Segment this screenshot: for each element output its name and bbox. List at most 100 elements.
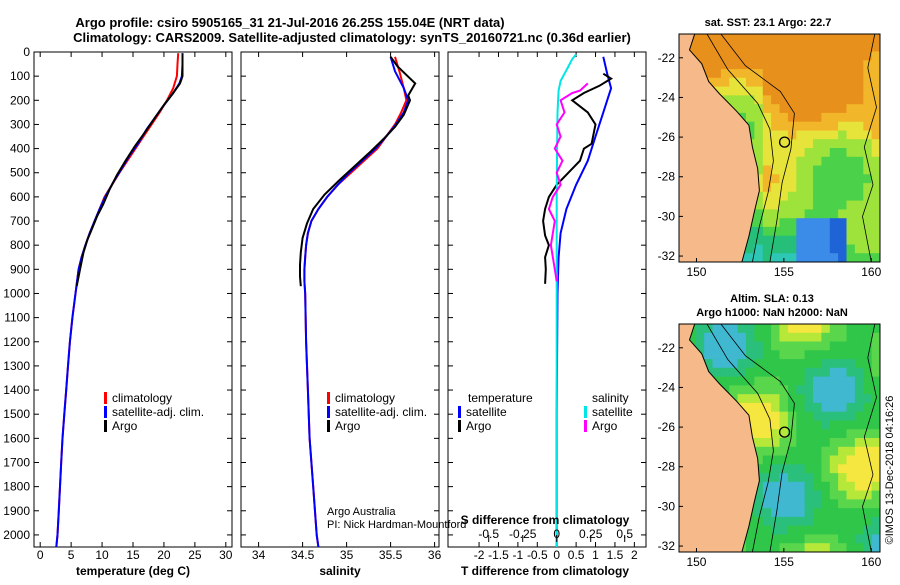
map-cell (779, 446, 789, 457)
map-cell (771, 438, 781, 448)
map-cell (787, 253, 797, 262)
map-cell (762, 86, 772, 96)
map-cell (846, 191, 856, 202)
map-cell (829, 51, 839, 61)
map-y-tick-label: -22 (658, 341, 676, 355)
map-cell (720, 69, 730, 79)
map-cell (796, 156, 806, 167)
legend-label-climatology: climatology (335, 391, 395, 405)
map-cell (729, 367, 739, 378)
map-cell (712, 332, 722, 343)
map-cell (854, 394, 864, 404)
map-cell (804, 86, 814, 96)
map-cell (762, 411, 772, 422)
map-cell (796, 394, 806, 404)
salinity-chart: 34 34.5 35 35.5 36 (241, 51, 442, 562)
map-cell (787, 394, 797, 404)
map-cell (804, 525, 814, 536)
y-tick-label: 1500 (3, 407, 30, 421)
map-cell (779, 69, 789, 79)
map-cell (871, 121, 880, 132)
map-cell (754, 438, 764, 448)
map-cell (813, 191, 822, 202)
map-cell (863, 34, 873, 44)
map-cell (796, 367, 806, 378)
map-cell (737, 77, 747, 88)
map-cell (704, 324, 714, 334)
map-cell (838, 218, 848, 228)
map-cell (829, 455, 839, 465)
map-cell (821, 376, 831, 386)
map-cell (846, 324, 856, 334)
map-cell (854, 332, 864, 343)
map-cell (863, 411, 873, 422)
map-cell (821, 95, 831, 105)
map-cell (829, 499, 839, 509)
map-cell (821, 209, 831, 219)
map-cell (704, 69, 714, 79)
map-cell (771, 350, 781, 360)
map-cell (746, 332, 755, 343)
map-cell (720, 341, 730, 351)
map-cell (863, 42, 873, 53)
map-cell (846, 350, 856, 360)
map-cell (771, 402, 781, 413)
legend-swatch-climatology (327, 392, 330, 404)
map-cell (762, 350, 772, 360)
map-cell (737, 42, 747, 53)
map-cell (796, 235, 806, 246)
map-cell (863, 69, 873, 79)
legend-label-climatology: climatology (112, 391, 172, 405)
bathymetry-contour (862, 34, 877, 262)
map-canvas (679, 324, 880, 552)
map-cell (712, 77, 722, 88)
map-cell (796, 200, 806, 210)
map-cell (779, 253, 789, 262)
map-cell (821, 165, 831, 175)
map-cell (787, 139, 797, 149)
map-cell (838, 95, 848, 105)
map-cell (821, 69, 831, 79)
map-cell (871, 341, 880, 351)
map-cell (779, 420, 789, 430)
map-cell (704, 341, 714, 351)
map-cell (754, 121, 764, 132)
bathymetry-contour (706, 34, 774, 262)
map-cell (729, 86, 739, 96)
map-cell (854, 324, 864, 334)
map-cell (796, 69, 806, 79)
map-cell (787, 226, 797, 237)
map-cell (771, 534, 781, 544)
figure-title-line2: Climatology: CARS2009. Satellite-adjuste… (73, 30, 631, 45)
x-tick-label: -0.5 (527, 548, 548, 562)
map-cell (871, 324, 880, 334)
map-cell (863, 464, 873, 474)
map-cell (846, 499, 856, 509)
map-cell (779, 148, 789, 158)
map-cell (804, 191, 814, 202)
x-tick-label: 0 (553, 548, 560, 562)
map-cell (720, 367, 730, 378)
map-cell (863, 525, 873, 536)
map-cell (754, 86, 764, 96)
map-cell (838, 148, 848, 158)
map-cell (729, 385, 739, 395)
legend-label-s-satellite: satellite (592, 405, 633, 419)
map-cell (787, 543, 797, 552)
map-cell (737, 51, 747, 61)
map-cell (871, 69, 880, 79)
map-cell (821, 112, 831, 123)
map-cell (746, 60, 755, 70)
map-cell (804, 60, 814, 70)
map-cell (787, 473, 797, 483)
map-cell (771, 464, 781, 474)
map-cell (754, 367, 764, 378)
map-cell (804, 174, 814, 184)
map-cell (854, 183, 864, 193)
map-cell (838, 429, 848, 439)
salinity-plot-frame (240, 51, 440, 548)
map-cell (720, 34, 730, 44)
map-cell (829, 508, 839, 518)
map-cell (754, 112, 764, 123)
map-cell (787, 165, 797, 175)
